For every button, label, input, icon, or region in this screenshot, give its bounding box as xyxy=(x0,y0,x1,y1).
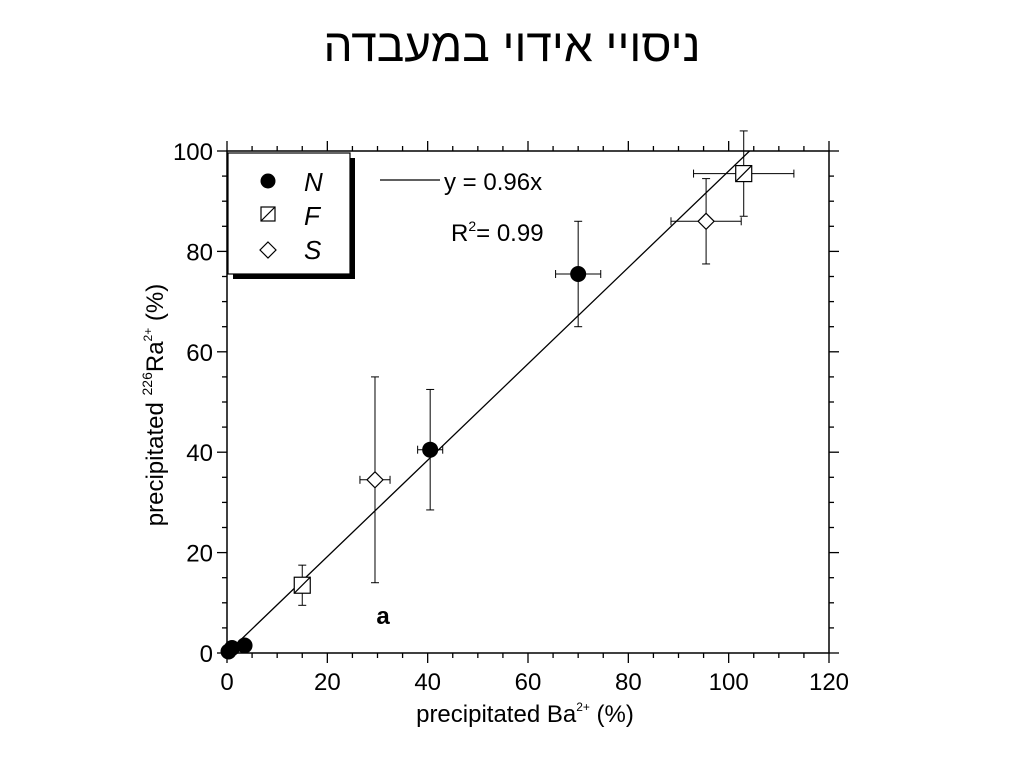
legend-marker-s xyxy=(259,241,277,259)
y-tick-label: 100 xyxy=(173,139,213,166)
y-tick-label: 20 xyxy=(186,541,213,568)
x-axis-title: precipitated Ba2+ (%) xyxy=(416,700,634,728)
data-point-s xyxy=(359,376,391,584)
tick-labels: 0 20 40 60 80 100 120 0 20 40 60 80 100 xyxy=(173,139,849,696)
slide-title: ניסויי אידוי במעבדה xyxy=(323,19,701,71)
x-tick-label: 120 xyxy=(809,669,849,696)
marker-circle xyxy=(224,639,241,656)
legend-label-s: S xyxy=(304,235,322,265)
marker-circle xyxy=(236,637,253,654)
legend-marker-n xyxy=(260,173,276,189)
legend-label-n: N xyxy=(304,167,323,197)
legend: N F S xyxy=(227,152,355,279)
data-point-f xyxy=(293,564,311,606)
x-tick-label: 60 xyxy=(515,669,542,696)
legend-label-f: F xyxy=(304,201,322,231)
data-point-n xyxy=(224,639,241,656)
legend-box xyxy=(227,152,351,275)
marker-circle xyxy=(570,265,587,282)
y-tick-label: 40 xyxy=(186,440,213,467)
y-axis-title: precipitated 226Ra2+ (%) xyxy=(139,284,169,526)
x-tick-label: 0 xyxy=(220,669,233,696)
panel-label: a xyxy=(376,603,390,630)
fit-layer xyxy=(227,151,751,653)
x-tick-label: 100 xyxy=(709,669,749,696)
legend-marker-f xyxy=(260,206,276,222)
data-layer xyxy=(220,130,795,660)
marker-circle xyxy=(422,441,439,458)
data-point-n xyxy=(555,220,602,328)
x-tick-label: 80 xyxy=(615,669,642,696)
x-tick-label: 20 xyxy=(314,669,341,696)
data-point-f xyxy=(693,130,795,217)
data-point-s xyxy=(670,178,742,265)
fit-equation: y = 0.96x xyxy=(444,169,542,196)
marker-diamond xyxy=(697,212,715,231)
data-point-n xyxy=(417,388,444,511)
x-tick-label: 40 xyxy=(414,669,441,696)
y-tick-label: 0 xyxy=(200,641,213,668)
fit-line xyxy=(227,151,751,653)
axis-ticks xyxy=(217,141,839,663)
plot-frame xyxy=(226,150,830,654)
y-tick-label: 80 xyxy=(186,239,213,266)
r-squared: R2= 0.99 xyxy=(451,218,544,247)
y-tick-label: 60 xyxy=(186,340,213,367)
marker-diamond xyxy=(366,470,384,489)
data-point-n xyxy=(236,637,253,654)
